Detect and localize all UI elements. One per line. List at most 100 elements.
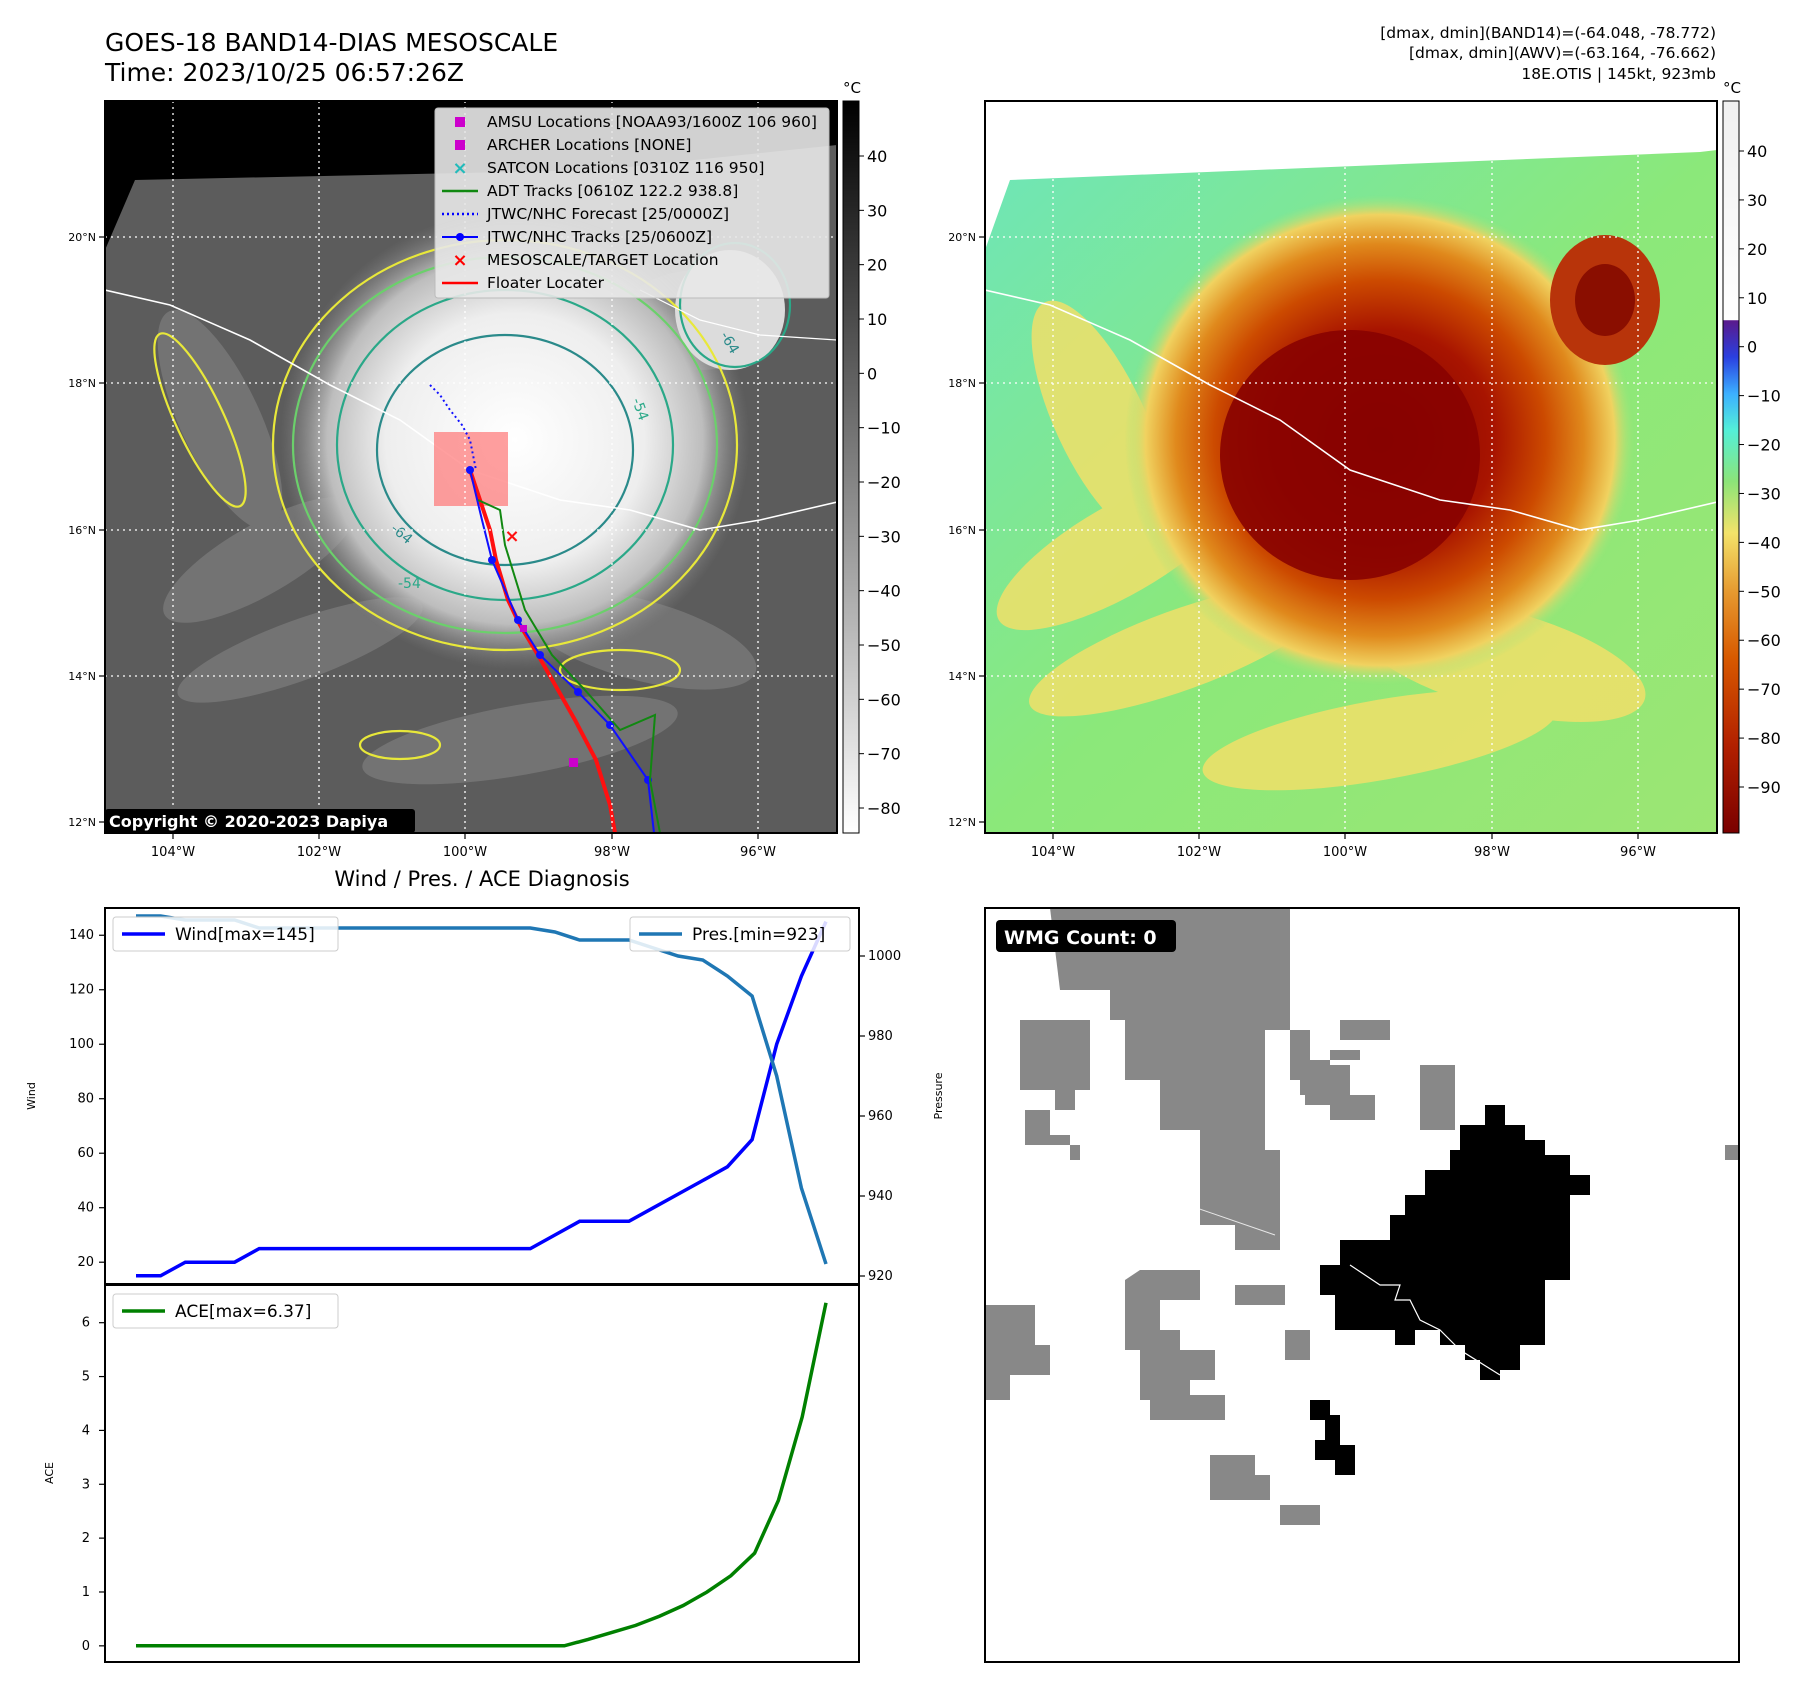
colorbar-tick-label: 20 xyxy=(867,256,887,275)
target-marker: × xyxy=(504,526,519,547)
left-colorbar xyxy=(842,100,860,834)
colorbar-tick-label: 40 xyxy=(1747,142,1767,161)
wmg-warm-spot xyxy=(1320,1105,1590,1380)
legend-x-icon: × xyxy=(452,250,467,271)
ace-tick-label: 3 xyxy=(82,1477,90,1492)
legend-item: JTWC/NHC Tracks [25/0600Z] xyxy=(442,228,712,246)
lat-tick-label: 18°N xyxy=(68,377,96,390)
ace-tick-label: 4 xyxy=(82,1423,90,1438)
ir-color-map xyxy=(985,101,1717,833)
legend-label: JTWC/NHC Tracks [25/0600Z] xyxy=(486,228,712,246)
colorbar-tick-label: −50 xyxy=(1747,582,1781,601)
ace-tick-label: 1 xyxy=(82,1585,90,1600)
pressure-tick-label: 980 xyxy=(868,1029,893,1044)
forecast-track xyxy=(429,384,477,471)
lat-tick-label: 20°N xyxy=(948,231,976,244)
floater-track xyxy=(468,469,617,833)
diagnosis-title: Wind / Pres. / ACE Diagnosis xyxy=(334,867,629,891)
legend-item: × MESOSCALE/TARGET Location xyxy=(452,250,718,271)
pressure-tick-label: 1000 xyxy=(868,949,901,964)
left-colorbar-unit: °C xyxy=(843,79,861,97)
wind-series-line xyxy=(136,920,828,1278)
lat-tick-label: 16°N xyxy=(948,524,976,537)
colorbar-tick-label: −80 xyxy=(867,799,901,818)
lon-tick-label: 104°W xyxy=(151,845,195,860)
legend-item: × SATCON Locations [0310Z 116 950] xyxy=(452,158,764,179)
colorbar-tick-label: 10 xyxy=(867,310,887,329)
ace-axis-label: ACE xyxy=(43,1462,56,1484)
colorbar-tick-label: −30 xyxy=(1747,484,1781,503)
wind-tick-label: 20 xyxy=(77,1255,94,1270)
pressure-axis-label: Pressure xyxy=(932,1072,945,1119)
copyright-box xyxy=(105,809,415,833)
legend-label: SATCON Locations [0310Z 116 950] xyxy=(487,159,764,177)
amsu-marker xyxy=(569,758,578,767)
pressure-tick-label: 920 xyxy=(868,1269,893,1284)
legend-item: ARCHER Locations [NONE] xyxy=(455,136,691,154)
contour-label: -54 xyxy=(628,396,651,423)
wind-legend: Wind[max=145] xyxy=(112,916,339,952)
wind-tick-label: 60 xyxy=(77,1146,94,1161)
left-map-frame xyxy=(104,100,838,834)
wind-pressure-plot xyxy=(104,907,860,1285)
legend-item: AMSU Locations [NOAA93/1600Z 106 960] xyxy=(455,113,817,131)
lon-tick-label: 96°W xyxy=(740,845,776,860)
legend-label: MESOSCALE/TARGET Location xyxy=(487,251,719,269)
lon-tick-label: 96°W xyxy=(1620,845,1656,860)
lat-tick-label: 18°N xyxy=(948,377,976,390)
wind-tick-label: 80 xyxy=(77,1092,94,1107)
legend-item: JTWC/NHC Forecast [25/0000Z] xyxy=(442,205,729,223)
right-colorbar xyxy=(1722,100,1740,834)
legend-label: AMSU Locations [NOAA93/1600Z 106 960] xyxy=(487,113,817,131)
lat-tick-label: 12°N xyxy=(948,816,976,829)
info-line-3: 18E.OTIS | 145kt, 923mb xyxy=(1521,65,1716,83)
colorbar-tick-label: −80 xyxy=(1747,729,1781,748)
wmg-panel xyxy=(985,908,1739,1662)
track-legend: AMSU Locations [NOAA93/1600Z 106 960] ARC… xyxy=(434,107,830,299)
legend-item: Floater Locater xyxy=(442,274,605,292)
colorbar-tick-label: −60 xyxy=(867,690,901,709)
wind-tick-label: 140 xyxy=(69,928,94,943)
lon-tick-label: 98°W xyxy=(594,845,630,860)
pressure-legend: Pres.[min=923] xyxy=(629,916,851,952)
colorbar-tick-label: 30 xyxy=(1747,191,1767,210)
wind-axis-label: Wind xyxy=(25,1082,38,1110)
lat-tick-label: 14°N xyxy=(948,670,976,683)
colorbar-tick-label: −60 xyxy=(1747,631,1781,650)
wind-tick-label: 100 xyxy=(69,1037,94,1052)
lon-tick-label: 102°W xyxy=(1177,845,1221,860)
pressure-legend-label: Pres.[min=923] xyxy=(692,925,825,945)
wmg-count-label: WMG Count: 0 xyxy=(1004,927,1157,949)
legend-label: JTWC/NHC Forecast [25/0000Z] xyxy=(486,205,729,223)
colorbar-tick-label: −20 xyxy=(1747,436,1781,455)
ace-tick-label: 6 xyxy=(82,1316,90,1331)
lat-tick-label: 12°N xyxy=(68,816,96,829)
figure-time: Time: 2023/10/25 06:57:26Z xyxy=(104,58,464,87)
legend-label: ADT Tracks [0610Z 122.2 938.8] xyxy=(487,182,738,200)
adt-track xyxy=(477,499,661,833)
colorbar-tick-label: −10 xyxy=(1747,387,1781,406)
wind-tick-label: 40 xyxy=(77,1201,94,1216)
colorbar-tick-label: −90 xyxy=(1747,778,1781,797)
wind-tick-label: 120 xyxy=(69,983,94,998)
ace-tick-label: 0 xyxy=(82,1639,90,1654)
pressure-tick-label: 940 xyxy=(868,1189,893,1204)
colorbar-tick-label: −70 xyxy=(867,745,901,764)
info-line-1: [dmax, dmin](BAND14)=(-64.048, -78.772) xyxy=(1380,24,1716,42)
lat-tick-label: 16°N xyxy=(68,524,96,537)
colorbar-tick-label: 20 xyxy=(1747,240,1767,259)
lon-tick-label: 104°W xyxy=(1031,845,1075,860)
copyright-text: Copyright © 2020-2023 Dapiya xyxy=(109,812,388,831)
colorbar-tick-label: −50 xyxy=(867,636,901,655)
ace-legend: ACE[max=6.37] xyxy=(112,1293,339,1329)
colorbar-tick-label: −30 xyxy=(867,527,901,546)
coastline xyxy=(985,289,1717,531)
colorbar-tick-label: −10 xyxy=(867,419,901,438)
right-colorbar-unit: °C xyxy=(1723,79,1741,97)
wmg-count-box xyxy=(996,920,1176,952)
colorbar-tick-label: 0 xyxy=(867,364,877,383)
amsu-marker xyxy=(520,625,527,632)
wind-legend-label: Wind[max=145] xyxy=(175,925,315,945)
colorbar-tick-label: 40 xyxy=(867,147,887,166)
